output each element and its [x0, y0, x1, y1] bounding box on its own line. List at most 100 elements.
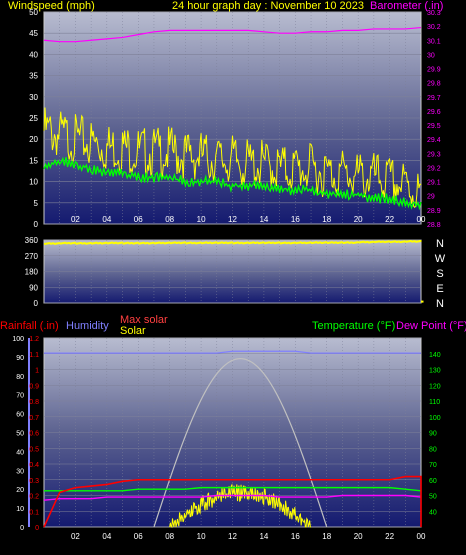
- direction-point: [71, 242, 74, 245]
- humidity-tick-label: 80: [16, 374, 24, 381]
- wind-series: [43, 26, 422, 211]
- direction-point: [385, 240, 389, 243]
- direction-point: [106, 242, 110, 245]
- direction-point: [330, 241, 334, 244]
- direction-point: [236, 241, 239, 244]
- direction-point: [179, 242, 182, 245]
- direction-point: [232, 242, 235, 245]
- direction-point: [128, 242, 131, 245]
- rainfall-line: [43, 475, 422, 528]
- legend-max-solar: Max solar: [120, 314, 168, 326]
- legend-dew-point: Dew Point (°F): [396, 320, 466, 332]
- direction-point: [126, 241, 129, 244]
- barometer-axis-ticks: 28.8 28.9 29 29.1 29.2 29.3 29.4 29.5 29.6 29.7 29…: [427, 10, 441, 229]
- direction-point: [201, 242, 204, 245]
- direction-point: [419, 240, 422, 243]
- direction-point: [411, 240, 414, 243]
- direction-point: [45, 242, 49, 245]
- direction-point: [102, 242, 106, 245]
- baro-tick-label: 28.9: [427, 208, 441, 215]
- direction-point: [175, 241, 179, 244]
- x-tick-label: 12: [228, 532, 237, 541]
- x-tick-label: 18: [322, 532, 331, 541]
- x-tick-label: 22: [385, 215, 394, 224]
- temp-tick-label: 140: [429, 352, 441, 359]
- temperature-line: [44, 486, 422, 492]
- x-tick-label: 08: [165, 215, 174, 224]
- direction-point: [155, 241, 159, 244]
- direction-point: [51, 242, 55, 245]
- direction-point: [181, 241, 184, 244]
- direction-point: [100, 242, 104, 245]
- humidity-line: [44, 350, 421, 354]
- direction-point: [377, 240, 381, 243]
- baro-tick-label: 28.8: [427, 222, 441, 229]
- temp-series: [43, 350, 422, 529]
- direction-tick-label: 270: [25, 252, 39, 261]
- direction-point: [256, 241, 259, 244]
- direction-point: [220, 241, 224, 244]
- direction-point: [116, 242, 120, 245]
- direction-point: [301, 241, 304, 244]
- direction-point: [130, 241, 133, 244]
- rain-tick-label: 1.1: [29, 352, 39, 359]
- direction-point: [69, 242, 73, 245]
- x-tick-label: 22: [385, 532, 394, 541]
- humidity-tick-label: 70: [16, 393, 24, 400]
- rain-tick-label: 0: [35, 525, 39, 532]
- windspeed-label: Windspeed (mph): [8, 0, 95, 12]
- direction-point: [218, 241, 222, 244]
- direction-point: [267, 241, 271, 244]
- direction-point: [151, 241, 155, 244]
- direction-point: [118, 241, 122, 244]
- direction-point: [122, 242, 126, 245]
- baro-tick-label: 29.2: [427, 165, 441, 172]
- direction-point: [246, 241, 249, 244]
- baro-tick-label: 29.6: [427, 109, 441, 116]
- direction-point: [97, 242, 100, 245]
- x-tick-label: 06: [134, 532, 143, 541]
- direction-point: [120, 241, 124, 244]
- direction-point: [311, 241, 314, 244]
- direction-point: [230, 241, 234, 244]
- direction-point: [75, 242, 78, 245]
- x-tick-label: 08: [165, 532, 174, 541]
- direction-point: [338, 241, 342, 244]
- direction-point: [77, 242, 80, 245]
- humidity-tick-label: 90: [16, 355, 24, 362]
- direction-point: [112, 242, 116, 245]
- direction-point: [350, 241, 353, 244]
- x-tick-label: 16: [291, 215, 300, 224]
- direction-point: [389, 241, 393, 244]
- direction-point: [63, 241, 67, 244]
- direction-point: [177, 241, 181, 244]
- direction-point: [387, 240, 391, 243]
- wind-tick-label: 25: [29, 114, 38, 123]
- wind-tick-label: 10: [29, 178, 38, 187]
- rain-tick-label: 1.2: [29, 336, 39, 343]
- direction-point: [210, 242, 214, 245]
- direction-point: [313, 241, 316, 244]
- temp-tick-label: 50: [429, 494, 437, 501]
- direction-point: [132, 242, 135, 245]
- temp-tick-label: 60: [429, 478, 437, 485]
- wind-tick-label: 45: [29, 29, 38, 38]
- direction-point: [360, 241, 363, 244]
- direction-point: [332, 241, 336, 244]
- legend-rainfall: Rainfall (.in): [0, 320, 59, 332]
- temp-tick-label: 80: [429, 446, 437, 453]
- max-solar-line: [153, 358, 328, 528]
- rain-axis-ticks: 0 0.1 0.2 0.3 0.4 0.5 0.6 0.7 0.8 0.9 1 1.1 1.2: [29, 336, 39, 532]
- direction-point: [244, 241, 247, 244]
- direction-point: [165, 241, 169, 244]
- direction-point: [285, 242, 289, 245]
- rain-tick-label: 0.3: [29, 478, 39, 485]
- humidity-tick-label: 10: [16, 506, 24, 513]
- direction-point: [393, 240, 397, 243]
- direction-point: [203, 241, 206, 244]
- direction-point: [283, 241, 287, 244]
- barometer-label: Barometer (.in): [370, 0, 444, 12]
